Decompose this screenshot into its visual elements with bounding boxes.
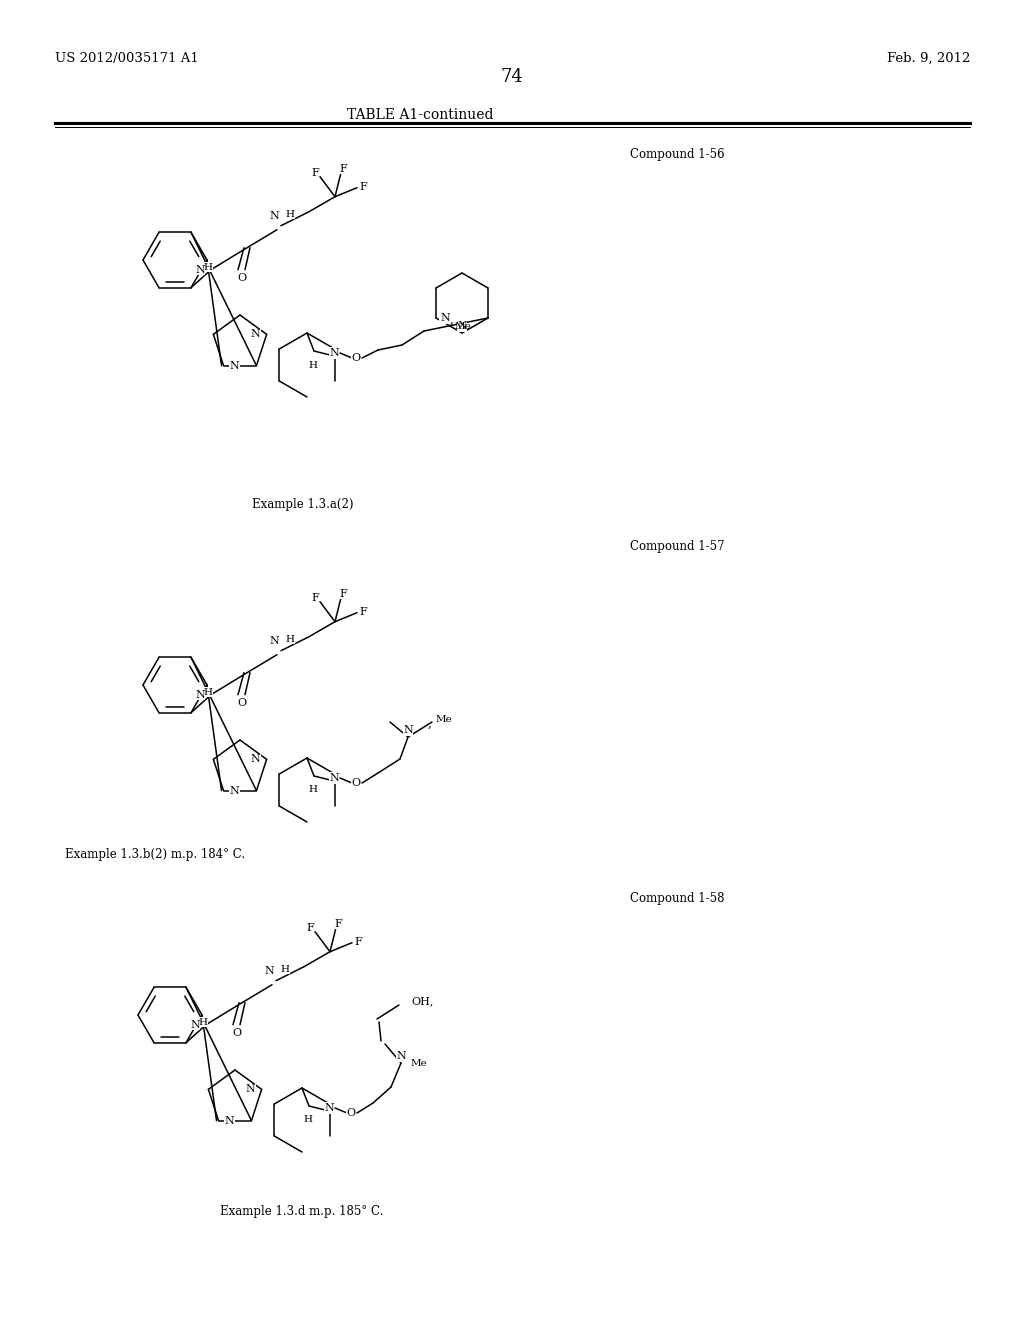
Text: N: N [251, 330, 261, 339]
Text: O: O [232, 1028, 242, 1038]
Text: N: N [264, 966, 274, 975]
Text: Example 1.3.d m.p. 185° C.: Example 1.3.d m.p. 185° C. [220, 1205, 383, 1218]
Text: Me: Me [411, 1059, 428, 1068]
Text: H: H [280, 965, 289, 974]
Text: Me: Me [454, 322, 471, 331]
Text: N: N [329, 348, 339, 358]
Text: N: N [440, 313, 450, 323]
Text: H: H [285, 210, 294, 219]
Text: N: N [195, 690, 205, 700]
Text: F: F [339, 589, 347, 599]
Text: ,: , [428, 717, 432, 730]
Text: Me: Me [436, 714, 453, 723]
Text: N: N [403, 725, 413, 735]
Text: F: F [339, 164, 347, 174]
Text: Compound 1-57: Compound 1-57 [630, 540, 725, 553]
Text: H: H [285, 635, 294, 644]
Text: F: F [359, 182, 367, 191]
Text: Example 1.3.a(2): Example 1.3.a(2) [252, 498, 353, 511]
Text: H: H [203, 263, 212, 272]
Text: H: H [198, 1018, 207, 1027]
Text: H: H [303, 1115, 312, 1125]
Text: N: N [195, 265, 205, 275]
Text: Compound 1-58: Compound 1-58 [630, 892, 725, 906]
Text: F: F [311, 168, 318, 178]
Text: O: O [351, 352, 360, 363]
Text: N: N [224, 1115, 234, 1126]
Text: Compound 1-56: Compound 1-56 [630, 148, 725, 161]
Text: N: N [396, 1051, 406, 1061]
Text: N: N [229, 785, 240, 796]
Text: F: F [354, 937, 361, 946]
Text: O: O [238, 698, 247, 708]
Text: N: N [190, 1020, 200, 1030]
Text: 74: 74 [501, 69, 523, 86]
Text: F: F [359, 607, 367, 616]
Text: O: O [346, 1107, 355, 1118]
Text: Feb. 9, 2012: Feb. 9, 2012 [887, 51, 970, 65]
Text: F: F [334, 919, 342, 929]
Text: F: F [306, 923, 314, 933]
Text: N: N [269, 211, 279, 220]
Text: N: N [329, 774, 339, 783]
Text: N: N [229, 360, 240, 371]
Text: O: O [351, 777, 360, 788]
Text: N: N [457, 321, 467, 331]
Text: N: N [251, 754, 261, 764]
Text: N: N [269, 636, 279, 645]
Text: ,: , [450, 313, 454, 326]
Text: H: H [308, 360, 317, 370]
Text: Example 1.3.b(2) m.p. 184° C.: Example 1.3.b(2) m.p. 184° C. [65, 847, 245, 861]
Text: H: H [308, 785, 317, 795]
Text: OH,: OH, [411, 997, 433, 1006]
Text: H: H [203, 688, 212, 697]
Text: TABLE A1-continued: TABLE A1-continued [347, 108, 494, 121]
Text: N: N [325, 1104, 334, 1113]
Text: US 2012/0035171 A1: US 2012/0035171 A1 [55, 51, 199, 65]
Text: N: N [246, 1084, 256, 1094]
Text: O: O [238, 273, 247, 282]
Text: F: F [311, 593, 318, 603]
